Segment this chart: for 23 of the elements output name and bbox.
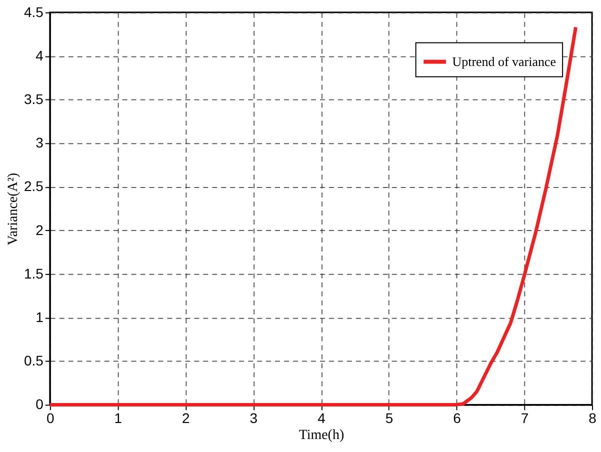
y-tick-label: 4.5 (24, 4, 44, 20)
x-tick-label: 2 (182, 410, 190, 426)
y-tick-label: 0.5 (24, 352, 44, 369)
y-tick-label: 3.5 (24, 91, 44, 108)
line-series (48, 25, 578, 406)
legend-label: Uptrend of variance (452, 54, 556, 69)
x-tick-label: 8 (588, 410, 597, 426)
x-tick-label: 3 (250, 410, 258, 426)
x-axis-title: Time(h) (298, 428, 344, 444)
y-tick-label: 3 (36, 134, 44, 151)
x-tick-label: 7 (520, 410, 529, 426)
y-tick-label: 0 (36, 396, 44, 412)
y-tick-label: 2 (36, 222, 44, 238)
y-tick-label: 1.5 (24, 265, 44, 282)
y-tick-label: 1 (36, 309, 44, 326)
x-tick-label: 5 (385, 410, 394, 426)
x-tick-label: 0 (46, 410, 55, 426)
x-tick-label: 4 (318, 410, 326, 426)
x-tick-label: 6 (453, 410, 462, 426)
y-tick-label: 2.5 (24, 178, 44, 194)
y-axis-title: Variance(A²) (6, 172, 22, 246)
x-tick-label: 1 (114, 410, 122, 426)
y-tick-label: 4 (36, 47, 44, 64)
